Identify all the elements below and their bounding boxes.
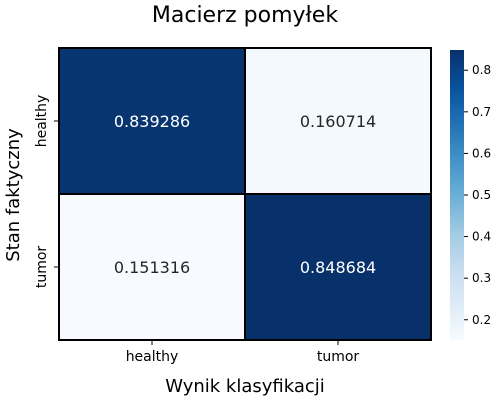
colorbar	[450, 50, 464, 340]
cell-value-label: 0.151316	[114, 258, 190, 277]
colorbar-tick-label: 0.3	[472, 271, 491, 285]
y-axis-ticks: healthy tumor	[34, 95, 59, 288]
y-tick-label: healthy	[34, 95, 50, 148]
cell-value-label: 0.160714	[300, 112, 376, 131]
colorbar-tick-label: 0.5	[472, 188, 491, 202]
y-axis-label: Stan faktyczny	[3, 128, 24, 262]
colorbar-tick-label: 0.7	[472, 105, 491, 119]
x-tick-label: healthy	[126, 349, 179, 365]
heatmap-cell-labels: 0.839286 0.160714 0.151316 0.848684	[114, 112, 376, 277]
heatmap-cell-tumor-tumor	[244, 193, 432, 341]
y-tick-label: tumor	[34, 246, 50, 289]
colorbar-tick-label: 0.6	[472, 146, 491, 160]
heatmap-cell-tumor-healthy	[58, 193, 246, 341]
colorbar-tick-label: 0.8	[472, 63, 491, 77]
x-axis-ticks: healthy tumor	[126, 340, 360, 365]
colorbar-tick-label: 0.2	[472, 313, 491, 327]
x-tick-label: tumor	[317, 349, 360, 365]
chart-title: Macierz pomyłek	[152, 3, 338, 28]
heatmap-cell-healthy-healthy	[58, 47, 246, 195]
cell-value-label: 0.839286	[114, 112, 190, 131]
heatmap-cells	[58, 47, 432, 341]
colorbar-tick-label: 0.4	[472, 230, 491, 244]
heatmap-cell-healthy-tumor	[244, 47, 432, 195]
x-axis-label: Wynik klasyfikacji	[165, 376, 325, 397]
colorbar-ticks: 0.2 0.3 0.4 0.5 0.6 0.7 0.8	[464, 63, 491, 327]
cell-value-label: 0.848684	[300, 258, 376, 277]
